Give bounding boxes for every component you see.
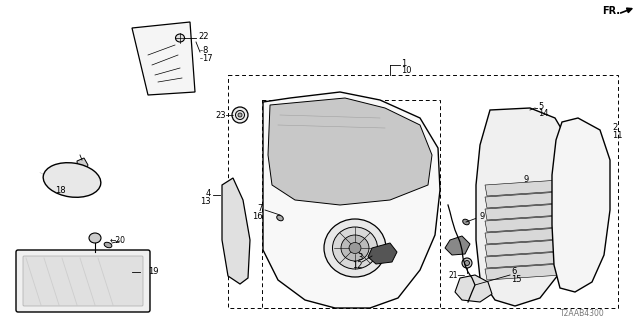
Polygon shape	[132, 22, 195, 95]
Text: 9: 9	[523, 174, 528, 183]
Ellipse shape	[465, 260, 470, 266]
Polygon shape	[485, 216, 562, 232]
Ellipse shape	[43, 163, 101, 197]
Polygon shape	[268, 98, 432, 205]
Text: 21—: 21—	[449, 270, 466, 279]
Text: 3: 3	[358, 253, 363, 262]
Polygon shape	[485, 240, 562, 256]
Text: 10: 10	[401, 66, 412, 75]
Text: 8: 8	[202, 45, 207, 54]
Ellipse shape	[506, 181, 514, 187]
Text: 17: 17	[202, 53, 212, 62]
Polygon shape	[455, 275, 492, 302]
Ellipse shape	[175, 34, 184, 42]
Polygon shape	[77, 158, 88, 172]
Ellipse shape	[276, 215, 284, 221]
Text: 5: 5	[538, 101, 543, 110]
Text: FR.: FR.	[602, 6, 620, 16]
Text: 6: 6	[511, 268, 516, 276]
Polygon shape	[485, 264, 562, 280]
FancyBboxPatch shape	[23, 256, 143, 306]
Bar	[262, 100, 440, 308]
Text: T2AAB4300: T2AAB4300	[560, 308, 605, 317]
Ellipse shape	[333, 227, 378, 269]
Text: 13: 13	[200, 196, 211, 205]
Text: 11: 11	[612, 131, 623, 140]
Polygon shape	[263, 92, 440, 308]
Polygon shape	[222, 178, 250, 284]
Text: ←20: ←20	[110, 236, 126, 244]
Polygon shape	[445, 236, 470, 255]
Text: 4: 4	[205, 188, 211, 197]
Polygon shape	[485, 204, 562, 220]
Text: 23—: 23—	[215, 110, 234, 119]
Bar	[228, 75, 618, 308]
Ellipse shape	[324, 219, 386, 277]
Polygon shape	[476, 108, 572, 306]
Text: 2: 2	[612, 123, 617, 132]
Text: 22: 22	[198, 31, 209, 41]
Ellipse shape	[349, 243, 361, 253]
Text: 1: 1	[401, 59, 406, 68]
Text: 16: 16	[252, 212, 263, 220]
Ellipse shape	[238, 113, 242, 117]
Ellipse shape	[104, 242, 112, 248]
Text: 19: 19	[148, 268, 159, 276]
Polygon shape	[485, 228, 562, 244]
Text: 12: 12	[353, 260, 363, 269]
Polygon shape	[485, 192, 562, 208]
Polygon shape	[368, 243, 397, 264]
Ellipse shape	[463, 219, 469, 225]
Text: 18: 18	[55, 186, 66, 195]
Text: 7: 7	[258, 204, 263, 212]
Ellipse shape	[462, 258, 472, 268]
Ellipse shape	[89, 233, 101, 243]
Ellipse shape	[232, 107, 248, 123]
Text: 14: 14	[538, 108, 548, 117]
FancyBboxPatch shape	[16, 250, 150, 312]
Polygon shape	[552, 118, 610, 292]
Polygon shape	[485, 180, 562, 196]
Polygon shape	[485, 252, 562, 268]
Ellipse shape	[341, 235, 369, 261]
Text: 9: 9	[479, 212, 484, 220]
Text: 15: 15	[511, 276, 522, 284]
Ellipse shape	[236, 110, 244, 119]
